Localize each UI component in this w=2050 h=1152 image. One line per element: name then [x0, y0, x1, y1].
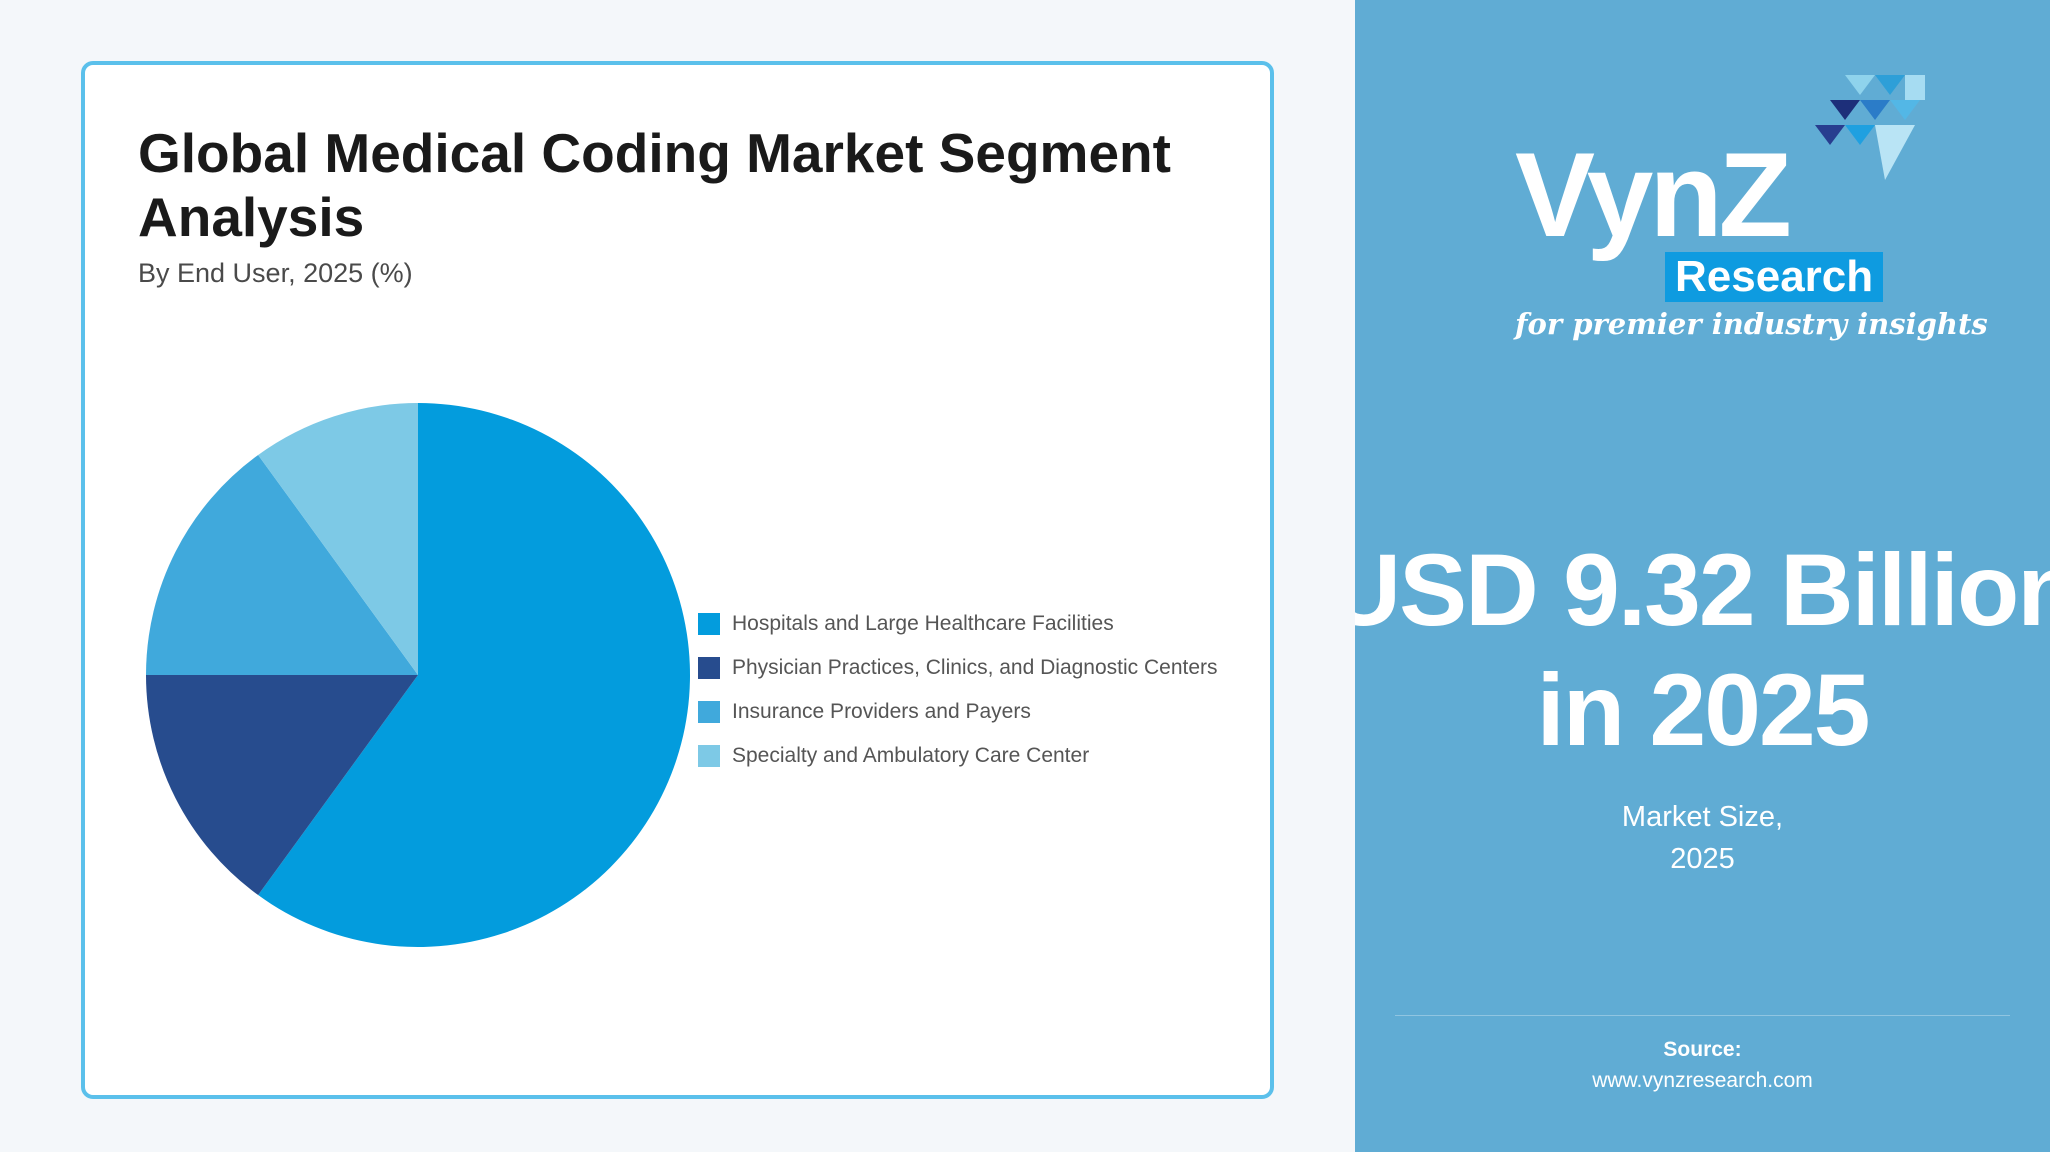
- legend-item[interactable]: Specialty and Ambulatory Care Center: [698, 734, 1218, 778]
- legend-label: Specialty and Ambulatory Care Center: [732, 744, 1090, 767]
- market-size-caption: Market Size, 2025: [1621, 801, 1784, 875]
- source-link[interactable]: www.vynzresearch.com: [1592, 1069, 1813, 1092]
- pie-chart: [146, 403, 691, 948]
- pie-slice-4[interactable]: [258, 403, 418, 675]
- info-panel: VynZ Research for premier industry insig…: [1355, 0, 2050, 1152]
- legend-label: Insurance Providers and Payers: [732, 700, 1031, 723]
- logo-tagline: for premier industry insights: [1515, 307, 1988, 341]
- legend-item[interactable]: Physician Practices, Clinics, and Diagno…: [698, 646, 1218, 690]
- legend-swatch: [698, 745, 720, 767]
- chart-title: Global Medical Coding Market Segment Ana…: [138, 122, 1171, 248]
- panel-divider: [1395, 1015, 2010, 1016]
- legend-label: Hospitals and Large Healthcare Facilitie…: [732, 612, 1114, 635]
- legend-swatch: [698, 701, 720, 723]
- logo-research-label: Research: [1665, 252, 1884, 302]
- source-label: Source:: [1663, 1038, 1742, 1061]
- legend-label: Physician Practices, Clinics, and Diagno…: [732, 656, 1218, 679]
- pie-slice-1[interactable]: [258, 403, 691, 948]
- logo-wordmark: VynZ: [1515, 128, 1792, 262]
- chart-legend: Hospitals and Large Healthcare Facilitie…: [698, 602, 1218, 778]
- legend-item[interactable]: Insurance Providers and Payers: [698, 690, 1218, 734]
- market-size-value: USD 9.32 Billion in 2025: [1355, 533, 2050, 767]
- chart-subtitle: By End User, 2025 (%): [138, 258, 413, 288]
- legend-swatch: [698, 657, 720, 679]
- legend-item[interactable]: Hospitals and Large Healthcare Facilitie…: [698, 602, 1218, 646]
- legend-swatch: [698, 613, 720, 635]
- vynz-logo: VynZ Research for premier industry insig…: [1515, 75, 1988, 355]
- pie-slice-2[interactable]: [146, 675, 418, 896]
- chart-card: Global Medical Coding Market Segment Ana…: [81, 61, 1274, 1099]
- pie-slice-3[interactable]: [146, 454, 418, 675]
- logo-triangles-icon: [1815, 75, 1925, 180]
